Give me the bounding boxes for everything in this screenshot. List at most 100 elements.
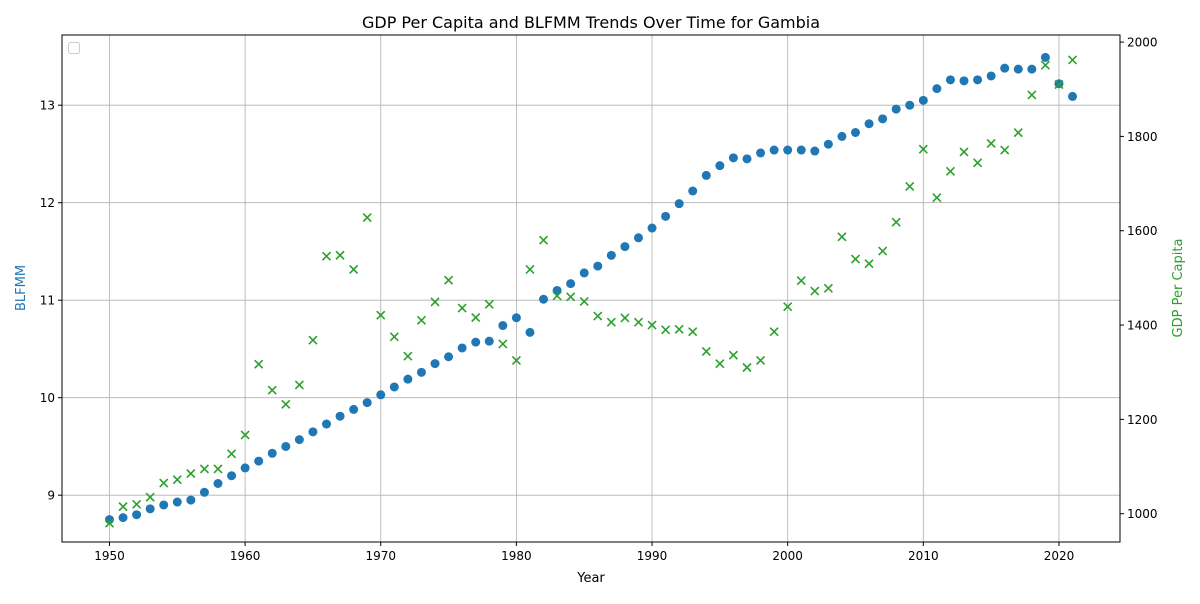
- blfmm-point: [837, 131, 847, 141]
- gdp-point: [566, 292, 576, 302]
- blfmm-point: [688, 186, 698, 196]
- blfmm-point: [756, 148, 766, 158]
- gdp-point: [172, 475, 182, 485]
- chart-title: GDP Per Capita and BLFMM Trends Over Tim…: [362, 13, 820, 32]
- gdp-point: [810, 286, 820, 296]
- blfmm-point: [444, 352, 454, 362]
- gdp-point: [349, 264, 359, 274]
- y-right-tick-label: 1600: [1127, 224, 1158, 238]
- gdp-point: [688, 327, 698, 337]
- blfmm-point: [484, 336, 494, 346]
- gdp-point: [132, 499, 142, 509]
- y-right-tick-label: 1400: [1127, 319, 1158, 333]
- gdp-point: [796, 276, 806, 286]
- gdp-point: [823, 283, 833, 293]
- gdp-point: [837, 232, 847, 242]
- blfmm-point: [525, 327, 535, 337]
- y-left-tick-label: 10: [40, 391, 55, 405]
- gdp-point: [728, 350, 738, 360]
- gdp-point: [1040, 60, 1050, 70]
- blfmm-point: [335, 411, 345, 421]
- gdp-point: [606, 317, 616, 327]
- blfmm-point: [1040, 52, 1050, 62]
- blfmm-point: [1000, 63, 1010, 73]
- blfmm-point: [389, 382, 399, 392]
- gdp-point: [1013, 128, 1023, 138]
- gdp-point: [674, 324, 684, 334]
- blfmm-point: [240, 463, 250, 473]
- gdp-point: [633, 317, 644, 327]
- x-tick-label: 2020: [1044, 549, 1075, 563]
- gdp-point: [878, 246, 888, 256]
- blfmm-point: [294, 435, 304, 445]
- blfmm-point: [851, 128, 860, 137]
- blfmm-point: [322, 419, 331, 429]
- blfmm-point: [823, 139, 833, 149]
- gdp-point: [538, 235, 549, 245]
- y-left-tick-label: 13: [40, 99, 55, 113]
- gdp-point: [973, 158, 983, 168]
- x-tick-label: 1970: [365, 549, 396, 563]
- gdp-point: [891, 217, 901, 227]
- blfmm-point: [728, 153, 738, 163]
- blfmm-point: [593, 261, 603, 271]
- blfmm-point: [403, 374, 413, 384]
- blfmm-point: [905, 100, 915, 110]
- gdp-point: [986, 138, 996, 149]
- gdp-point: [267, 385, 277, 395]
- axes: 1950 1960 1970 1980 1990 2000 2010 2020 9 10 11 12 1…: [40, 36, 1158, 563]
- gdp-point: [701, 346, 711, 357]
- gdp-point: [1054, 79, 1064, 90]
- legend-box: [68, 42, 80, 54]
- x-tick-label: 1980: [501, 549, 532, 563]
- blfmm-point: [186, 495, 196, 505]
- blfmm-point: [362, 398, 372, 408]
- blfmm-point: [498, 321, 508, 331]
- blfmm-point: [945, 75, 955, 85]
- gdp-point: [199, 464, 209, 474]
- gdp-point: [620, 313, 630, 323]
- blfmm-point: [308, 427, 318, 437]
- blfmm-point: [674, 199, 684, 209]
- blfmm-point: [471, 337, 481, 347]
- gdp-point: [1000, 145, 1010, 155]
- blfmm-point: [566, 279, 576, 289]
- gdp-point: [742, 362, 752, 373]
- blfmm-point: [1013, 64, 1023, 74]
- gdp-point: [281, 399, 291, 409]
- gdp-point: [498, 339, 508, 349]
- y-right-tick-label: 1000: [1127, 507, 1158, 521]
- gdp-point: [389, 332, 399, 342]
- gdp-point: [850, 254, 861, 264]
- blfmm-point: [1068, 91, 1078, 101]
- gdp-point: [1027, 90, 1037, 100]
- blfmm-point: [715, 161, 725, 171]
- gdp-point: [1067, 55, 1078, 65]
- blfmm-point: [878, 114, 888, 124]
- plot-frame: [61, 34, 1121, 543]
- blfmm-point: [199, 487, 209, 497]
- gdp-point: [525, 264, 535, 274]
- grid-lines: [62, 35, 1120, 542]
- x-tick-label: 2000: [772, 549, 803, 563]
- gdp-point: [213, 464, 223, 474]
- blfmm-point: [620, 242, 630, 252]
- y-axis-right-label: GDP Per Capita: [1171, 239, 1186, 338]
- blfmm-point: [769, 145, 779, 155]
- gdp-point: [905, 181, 915, 191]
- y-left-tick-label: 9: [47, 489, 55, 503]
- blfmm-point: [159, 500, 169, 510]
- gdp-point: [254, 359, 264, 369]
- gdp-point: [471, 312, 481, 323]
- gdp-point: [511, 355, 521, 365]
- blfmm-point: [973, 75, 983, 85]
- blfmm-point: [864, 119, 874, 129]
- gdp-point: [647, 320, 657, 330]
- gdp-point: [335, 250, 345, 260]
- blfmm-point: [457, 343, 467, 353]
- blfmm-point: [132, 510, 142, 520]
- y-axis-left-label: BLFMM: [14, 265, 29, 311]
- gdp-point: [403, 351, 413, 361]
